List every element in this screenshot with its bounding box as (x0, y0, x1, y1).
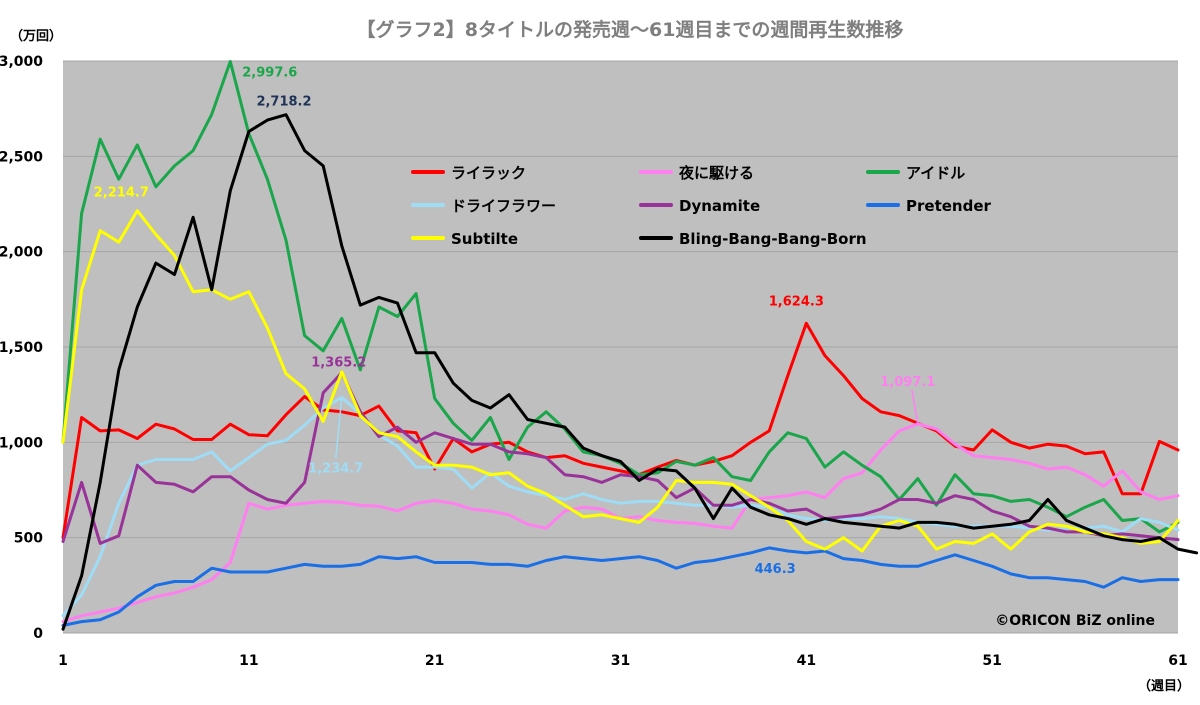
y-tick-label: 1,500 (0, 340, 43, 356)
y-tick-label: 2,500 (0, 149, 43, 165)
credit-label: ©ORICON BiZ online (995, 613, 1155, 629)
legend-entry: 夜に駆ける (678, 164, 754, 182)
x-axis-unit-label: （週目） (1138, 678, 1190, 694)
peak-label-7: 2,214.7 (94, 186, 149, 201)
series-line-5 (61, 371, 1180, 545)
legend-entry: Pretender (906, 197, 991, 215)
peak-label-6: 446.3 (755, 562, 796, 577)
y-tick-label: 3,000 (0, 54, 43, 70)
x-tick-label: 51 (982, 653, 1001, 669)
x-tick-label: 1 (58, 653, 68, 669)
x-tick-label: 61 (1168, 653, 1187, 669)
y-tick-label: 0 (33, 626, 43, 642)
y-axis-unit-label: （万回） (10, 28, 62, 44)
x-tick-label: 41 (797, 653, 816, 669)
x-tick-label: 31 (611, 653, 630, 669)
series-line-6 (61, 546, 1180, 627)
peak-label-8: 2,718.2 (256, 95, 311, 110)
x-tick-label: 21 (425, 653, 444, 669)
peak-label-3: 2,997.6 (242, 65, 297, 80)
legend-entry: Bling-Bang-Bang-Born (679, 230, 867, 248)
series-line-8 (61, 113, 1199, 631)
peak-leader-line (335, 397, 343, 459)
series-line-7 (61, 209, 1180, 553)
legend-entry: アイドル (906, 164, 965, 182)
peak-label-4: 1,234.7 (308, 462, 363, 477)
series-line-1 (61, 321, 1180, 540)
legend-entry: Subtilte (451, 230, 518, 248)
peak-label-5: 1,365.2 (311, 356, 366, 371)
legend-entry: ライラック (451, 164, 526, 182)
chart-title: 【グラフ2】8タイトルの発売週～61週目までの週間再生数推移 (357, 18, 904, 41)
legend-entry: ドライフラワー (451, 197, 556, 215)
peak-label-2: 1,097.1 (880, 375, 935, 390)
legend-entry: Dynamite (679, 197, 760, 215)
y-tick-label: 1,000 (0, 435, 43, 451)
y-tick-label: 2,000 (0, 245, 43, 261)
x-tick-label: 11 (239, 653, 258, 669)
peak-leader-line (911, 389, 919, 424)
y-tick-label: 500 (14, 531, 43, 547)
peak-label-1: 1,624.3 (769, 294, 824, 309)
